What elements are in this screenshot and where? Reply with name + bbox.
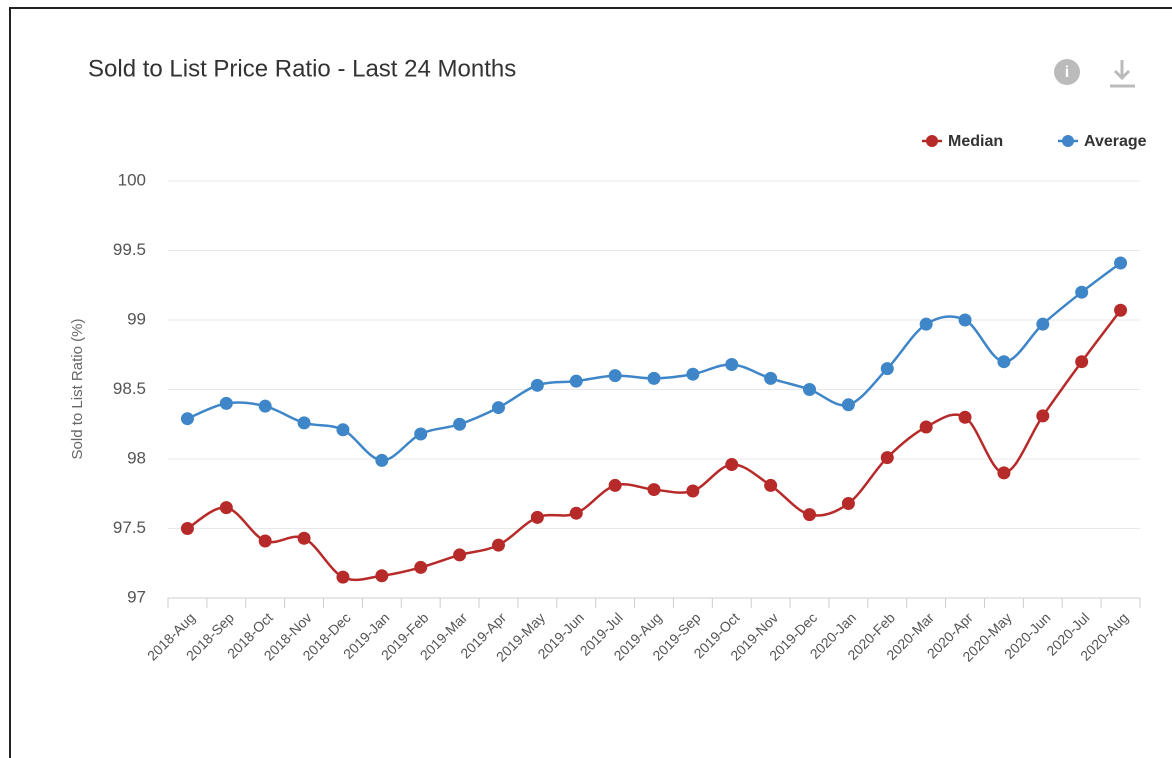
- point: [841, 496, 855, 510]
- y-tick-label: 98.5: [113, 379, 146, 398]
- point: [1114, 256, 1128, 270]
- point: [841, 398, 855, 412]
- legend-label: Average: [1084, 133, 1147, 150]
- point: [608, 369, 622, 383]
- legend-marker: [1062, 135, 1074, 147]
- point: [997, 355, 1011, 369]
- y-tick-label: 100: [118, 170, 146, 189]
- point: [647, 371, 661, 385]
- point: [219, 396, 233, 410]
- y-tick-label: 97: [127, 587, 146, 606]
- point: [1075, 285, 1089, 299]
- point: [686, 484, 700, 498]
- point: [297, 531, 311, 545]
- point: [530, 378, 544, 392]
- legend-marker: [926, 135, 938, 147]
- point: [958, 313, 972, 327]
- point: [919, 420, 933, 434]
- legend-label: Median: [948, 133, 1003, 150]
- point: [336, 570, 350, 584]
- point: [180, 522, 194, 535]
- point: [725, 458, 739, 472]
- svg-text:i: i: [1065, 64, 1069, 81]
- point: [491, 538, 505, 552]
- point: [880, 451, 894, 465]
- point: [414, 427, 428, 441]
- point: [414, 560, 428, 574]
- point: [180, 412, 194, 426]
- point: [569, 506, 583, 520]
- point: [1075, 355, 1089, 369]
- point: [803, 383, 817, 396]
- point: [258, 399, 272, 413]
- point: [491, 401, 505, 415]
- point: [530, 510, 544, 524]
- point: [725, 357, 739, 371]
- point: [764, 478, 778, 492]
- point: [1114, 303, 1128, 317]
- point: [803, 508, 817, 522]
- point: [608, 478, 622, 492]
- point: [453, 417, 467, 431]
- chart-title: Sold to List Price Ratio - Last 24 Month…: [88, 55, 516, 82]
- point: [647, 483, 661, 497]
- point: [997, 466, 1011, 480]
- y-tick-label: 97.5: [113, 518, 146, 537]
- point: [297, 416, 311, 430]
- point: [1036, 409, 1050, 423]
- y-axis-label: Sold to List Ratio (%): [69, 319, 86, 460]
- point: [919, 317, 933, 331]
- point: [375, 453, 389, 467]
- point: [569, 374, 583, 388]
- point: [958, 410, 972, 424]
- point: [453, 548, 467, 562]
- info-icon[interactable]: i: [1054, 59, 1080, 85]
- point: [880, 362, 894, 376]
- point: [336, 423, 350, 437]
- point: [1036, 317, 1050, 331]
- y-tick-label: 98: [127, 448, 146, 467]
- panel-border: [9, 7, 1172, 758]
- point: [219, 501, 233, 515]
- point: [375, 569, 389, 583]
- download-icon[interactable]: [1110, 60, 1135, 88]
- point: [764, 371, 778, 385]
- point: [686, 367, 700, 381]
- y-tick-label: 99: [127, 309, 146, 328]
- point: [258, 534, 272, 548]
- y-tick-label: 99.5: [113, 240, 146, 259]
